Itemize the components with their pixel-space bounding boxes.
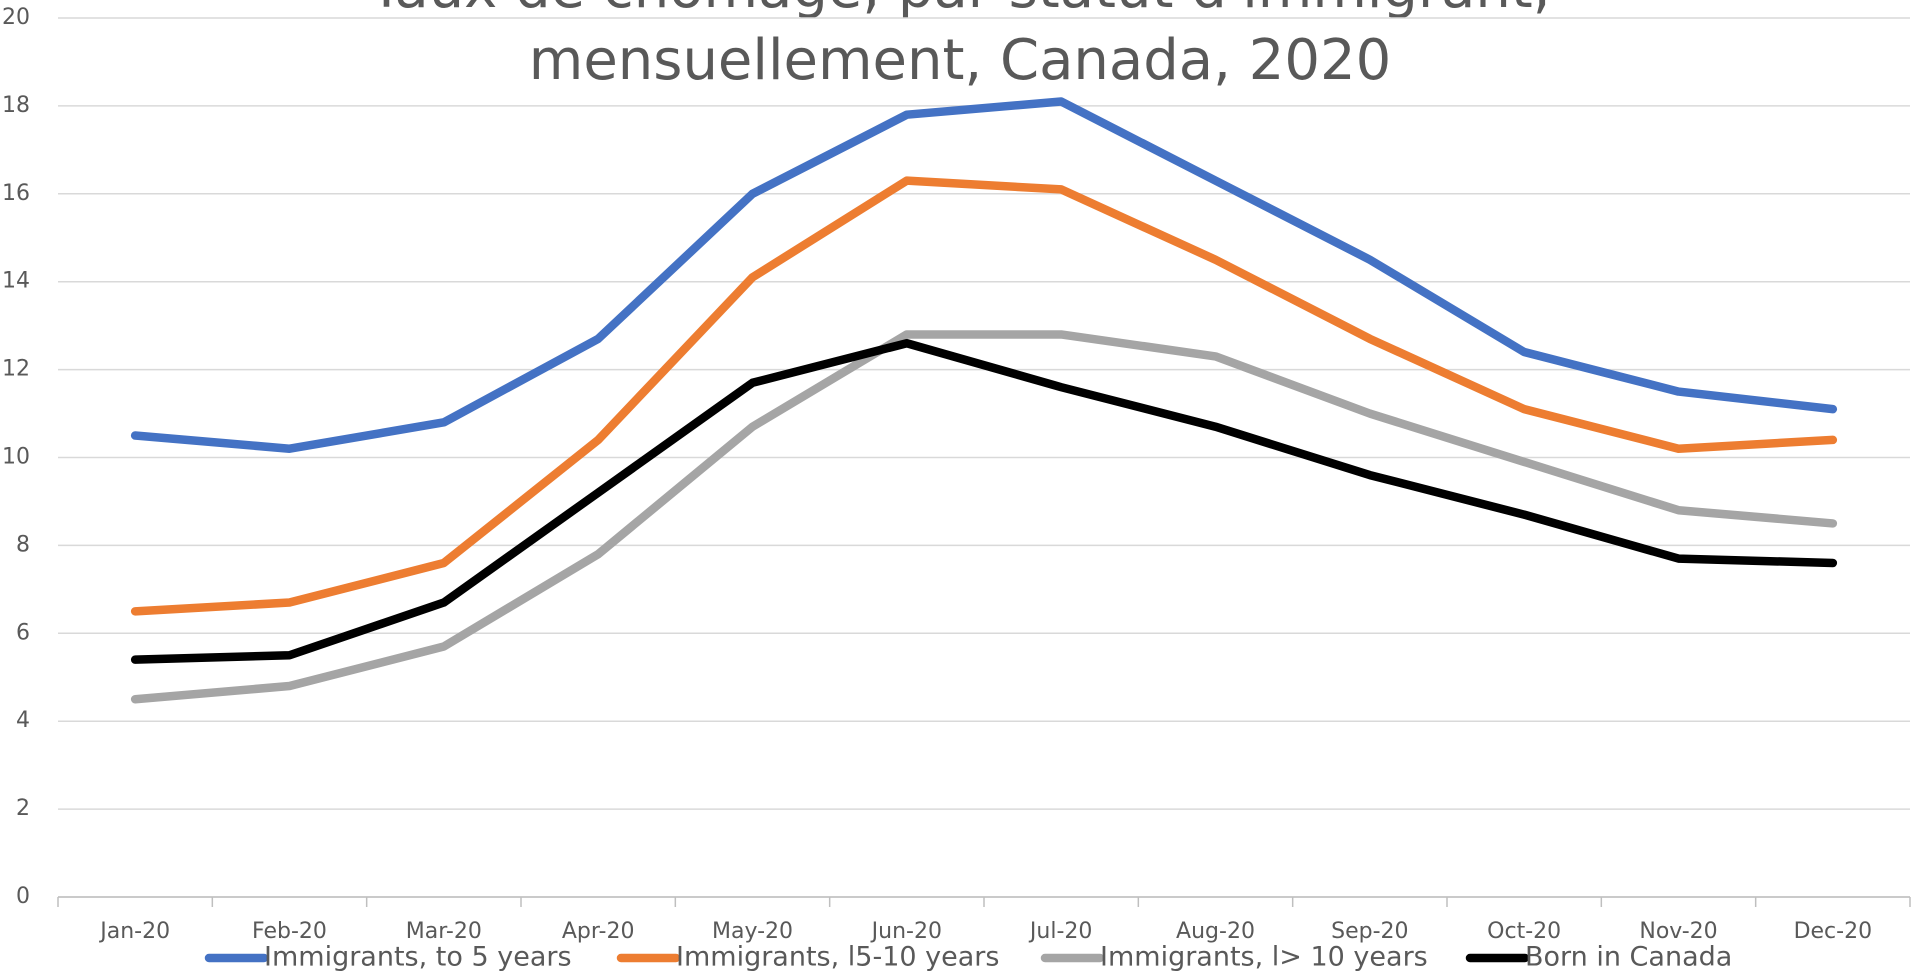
y-tick-label: 14 <box>2 269 30 294</box>
y-tick-label: 8 <box>16 532 30 557</box>
x-tick-label: Jul-20 <box>1028 919 1092 944</box>
legend-label: Immigrants, to 5 years <box>264 942 572 973</box>
legend-label: Immigrants, l5-10 years <box>676 942 999 973</box>
legend-label: Born in Canada <box>1525 942 1732 973</box>
x-tick-label: Aug-20 <box>1176 919 1255 944</box>
y-tick-label: 18 <box>2 93 30 118</box>
x-tick-label: Mar-20 <box>406 919 482 944</box>
series-line <box>130 338 1838 664</box>
x-tick-label: Jan-20 <box>98 919 170 944</box>
x-tick-label: Nov-20 <box>1639 919 1717 944</box>
y-tick-label: 20 <box>2 5 30 30</box>
x-tick-label: Oct-20 <box>1487 919 1561 944</box>
x-tick-label: Sep-20 <box>1331 919 1408 944</box>
series-line <box>130 97 1838 453</box>
series-line <box>130 176 1838 616</box>
y-tick-label: 16 <box>2 181 30 206</box>
x-tick-label: Jun-20 <box>870 919 942 944</box>
series-line <box>130 330 1838 704</box>
x-tick-label: Feb-20 <box>252 919 327 944</box>
y-tick-label: 4 <box>16 708 30 733</box>
y-tick-label: 12 <box>2 357 30 382</box>
x-tick-label: Dec-20 <box>1794 919 1873 944</box>
y-tick-label: 0 <box>16 884 30 909</box>
y-tick-label: 10 <box>2 445 30 470</box>
x-tick-label: May-20 <box>712 919 793 944</box>
x-tick-label: Apr-20 <box>562 919 635 944</box>
chart-title: Taux de chômage, par statut d'immigrant,… <box>369 0 1550 93</box>
y-tick-label: 2 <box>16 796 30 821</box>
y-tick-label: 6 <box>16 620 30 645</box>
legend-label: Immigrants, l> 10 years <box>1100 942 1428 973</box>
